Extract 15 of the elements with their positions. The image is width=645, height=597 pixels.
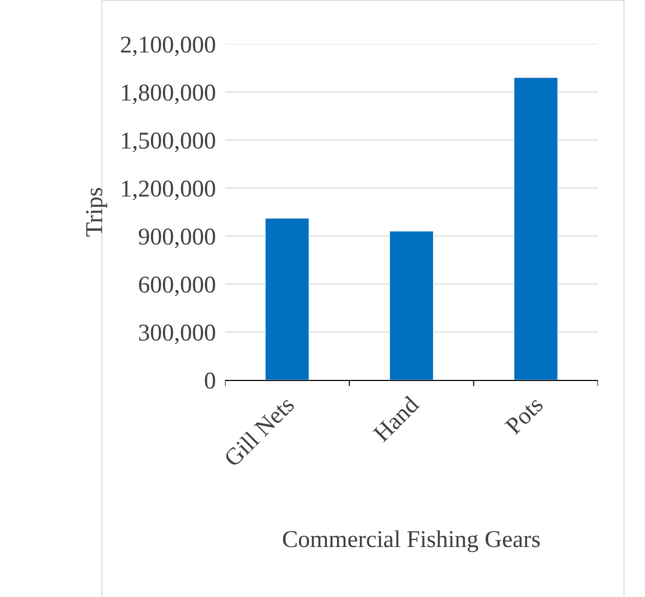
y-tick-label: 2,100,000 bbox=[120, 32, 216, 58]
x-tick-label: Pots bbox=[500, 392, 549, 440]
x-tick-label: Gill Nets bbox=[220, 392, 300, 472]
y-tick-label: 300,000 bbox=[138, 320, 216, 346]
bar bbox=[389, 230, 434, 380]
y-tick-label: 0 bbox=[204, 368, 216, 394]
y-tick-label: 1,800,000 bbox=[120, 80, 216, 106]
y-tick-label: 1,500,000 bbox=[120, 128, 216, 154]
y-tick-label: 900,000 bbox=[138, 224, 216, 250]
bar bbox=[265, 218, 310, 380]
x-axis-title: Commercial Fishing Gears bbox=[282, 527, 541, 553]
bar bbox=[514, 77, 558, 380]
y-axis-title: Trips bbox=[82, 187, 108, 237]
y-tick-label: 1,200,000 bbox=[120, 176, 216, 202]
y-tick-label: 600,000 bbox=[138, 272, 216, 298]
